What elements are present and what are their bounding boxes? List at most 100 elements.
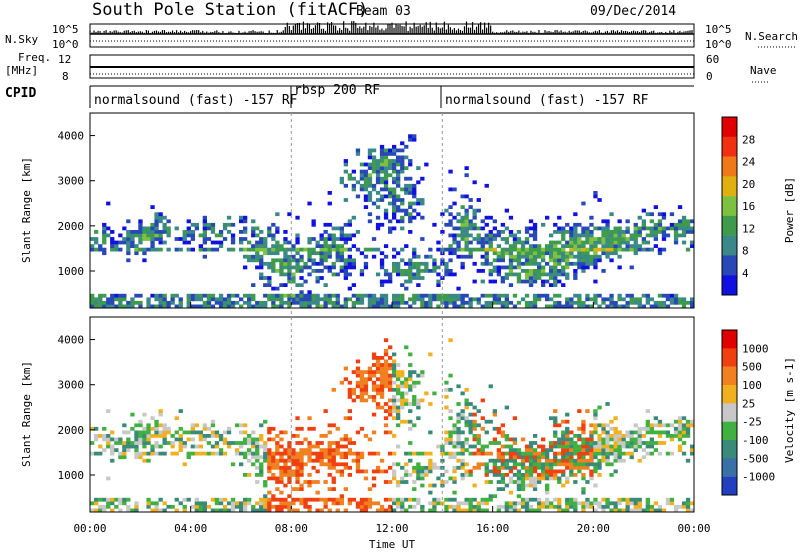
echo-cell [669, 501, 675, 506]
echo-cell [537, 444, 542, 449]
echo-cell [287, 276, 292, 280]
echo-cell [685, 230, 691, 234]
echo-cell [94, 497, 99, 502]
echo-cell [347, 391, 352, 396]
echo-cell [291, 276, 296, 280]
echo-cell [239, 219, 244, 224]
echo-cell [404, 380, 409, 385]
echo-cell [432, 508, 437, 513]
echo-cell [307, 504, 312, 509]
echo-cell [110, 297, 115, 302]
echo-cell [154, 215, 159, 220]
echo-cell [528, 497, 534, 502]
echo-cell [528, 300, 534, 305]
echo-cell [331, 465, 336, 470]
echo-cell [677, 444, 683, 449]
echo-cell [400, 162, 405, 167]
echo-cell [452, 304, 457, 309]
echo-cell [363, 176, 369, 181]
echo-cell [581, 247, 586, 252]
echo-cell [681, 230, 687, 234]
echo-cell [404, 272, 409, 277]
echo-cell [589, 233, 594, 238]
echo-cell [553, 240, 558, 245]
echo-cell [673, 226, 679, 231]
echo-cell [214, 233, 220, 238]
echo-cell [327, 465, 332, 470]
echo-cell [448, 251, 453, 256]
echo-cell [657, 251, 663, 256]
echo-cell [633, 251, 638, 256]
echo-cell [665, 226, 671, 231]
echo-cell [597, 465, 602, 470]
echo-cell [174, 247, 179, 252]
echo-cell [218, 293, 224, 298]
echo-cell [605, 219, 610, 224]
echo-cell [448, 338, 453, 343]
echo-cell [524, 276, 530, 280]
echo-cell [214, 451, 220, 456]
echo-cell [412, 451, 417, 456]
echo-cell [291, 458, 296, 463]
echo-cell [404, 377, 409, 382]
echo-cell [287, 494, 292, 499]
echo-cell [690, 451, 695, 456]
echo-cell [492, 293, 497, 298]
echo-cell [355, 247, 361, 252]
echo-cell [408, 183, 413, 188]
echo-cell [468, 226, 473, 231]
echo-cell [585, 240, 590, 245]
echo-cell [162, 215, 167, 220]
echo-cell [178, 237, 183, 241]
echo-cell [444, 300, 449, 305]
echo-cell [319, 304, 324, 309]
echo-cell [464, 212, 469, 217]
echo-cell [347, 261, 352, 266]
echo-cell [621, 304, 626, 309]
echo-cell [307, 293, 312, 298]
echo-cell [512, 448, 518, 452]
colorbar-tick-label: 28 [742, 133, 755, 146]
echo-cell [343, 434, 348, 438]
echo-cell [416, 272, 421, 277]
echo-cell [98, 504, 103, 509]
echo-cell [138, 419, 143, 424]
echo-cell [267, 293, 272, 298]
echo-cell [118, 508, 123, 513]
colorbar-swatch [722, 117, 737, 137]
echo-cell [351, 265, 356, 270]
echo-cell [653, 244, 658, 248]
echo-cell [452, 423, 457, 428]
echo-cell [532, 247, 538, 252]
echo-cell [565, 497, 570, 502]
echo-cell [392, 373, 397, 378]
echo-cell [452, 504, 457, 509]
echo-cell [444, 437, 449, 442]
echo-cell [444, 222, 449, 227]
echo-cell [146, 430, 151, 435]
echo-cell [412, 380, 417, 385]
echo-cell [295, 416, 300, 421]
echo-cell [569, 226, 574, 231]
echo-cell [202, 501, 207, 506]
echo-cell [130, 426, 135, 431]
echo-cell [657, 419, 663, 424]
echo-cell [577, 465, 582, 470]
echo-cell [456, 508, 461, 513]
echo-cell [444, 208, 449, 213]
echo-cell [573, 276, 578, 280]
echo-cell [408, 384, 413, 389]
echo-cell [553, 283, 558, 287]
echo-cell [524, 293, 530, 298]
echo-cell [480, 398, 485, 403]
echo-cell [347, 286, 352, 291]
echo-cell [557, 254, 562, 259]
echo-cell [396, 409, 401, 413]
echo-cell [541, 448, 546, 452]
echo-cell [126, 508, 131, 513]
echo-cell [323, 451, 328, 456]
echo-cell [657, 504, 663, 509]
echo-cell [247, 451, 252, 456]
colorbar-swatch [722, 215, 737, 236]
echo-cell [186, 226, 191, 231]
